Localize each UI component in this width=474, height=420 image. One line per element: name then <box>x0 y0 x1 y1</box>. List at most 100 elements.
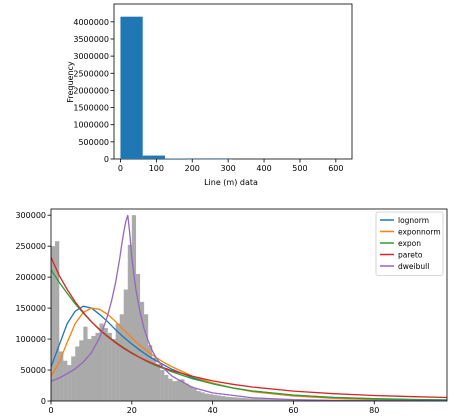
top-y-axis: 0 500000 1000000 1500000 2000000 2500000 30000… <box>73 18 114 164</box>
bottom-x-tick-label: 0 <box>48 406 53 415</box>
bar-0 <box>120 16 143 160</box>
hist-bar-55 <box>273 399 278 401</box>
hist-bar-8 <box>83 326 88 401</box>
bar-4 <box>209 158 232 160</box>
hist-bar-29 <box>168 378 173 401</box>
bottom-x-tick-label: 80 <box>369 406 379 415</box>
top-y-axis-label: Frequency <box>66 61 75 103</box>
hist-bar-15 <box>111 339 116 401</box>
hist-bar-36 <box>196 391 201 401</box>
hist-bar-32 <box>180 379 185 401</box>
bar-2 <box>164 158 188 159</box>
hist-bar-28 <box>164 374 169 401</box>
bottom-x-axis: 0 20 40 60 80 <box>48 401 379 415</box>
hist-bar-59 <box>289 399 294 401</box>
hist-bar-38 <box>204 393 209 401</box>
bottom-y-tick-label: 200000 <box>15 273 46 282</box>
hist-bar-61 <box>297 399 302 401</box>
legend-box <box>375 211 444 276</box>
hist-bar-39 <box>208 394 213 401</box>
hist-bar-1 <box>55 241 60 401</box>
hist-bar-48 <box>244 398 250 401</box>
legend-label-lognorm: lognorm <box>398 216 429 225</box>
hist-bar-63 <box>305 400 310 401</box>
bottom-y-tick-label: 50000 <box>21 366 46 375</box>
hist-bar-33 <box>184 383 189 401</box>
hist-bar-51 <box>257 398 262 401</box>
series-line-dweibull <box>51 215 447 401</box>
hist-bar-10 <box>91 335 96 401</box>
hist-bar-46 <box>236 397 242 401</box>
hist-bar-21 <box>135 274 141 401</box>
hist-bar-19 <box>127 244 133 401</box>
hist-bar-41 <box>216 395 221 401</box>
bottom-x-tick-label: 40 <box>208 406 218 415</box>
hist-bar-49 <box>249 398 254 401</box>
hist-bar-16 <box>115 323 120 401</box>
legend: lognorm exponnorm expon pareto dweibull <box>375 211 444 276</box>
bottom-y-tick-label: 250000 <box>15 242 46 251</box>
top-x-tick-label: 300 <box>221 164 236 173</box>
hist-bar-35 <box>192 388 197 401</box>
legend-label-expon: expon <box>398 239 421 248</box>
hist-bar-53 <box>265 399 270 401</box>
bottom-histogram <box>51 215 447 401</box>
top-y-tick-label: 1000000 <box>73 121 109 130</box>
hist-bar-23 <box>143 314 149 401</box>
top-x-tick-label: 500 <box>292 164 307 173</box>
hist-bar-18 <box>123 289 128 401</box>
hist-bar-30 <box>172 381 177 401</box>
hist-bar-6 <box>75 346 80 401</box>
hist-bar-5 <box>71 356 76 401</box>
bottom-y-tick-label: 300000 <box>15 211 46 220</box>
hist-bar-56 <box>277 399 282 401</box>
top-plot-frame <box>113 3 353 160</box>
legend-label-dweibull: dweibull <box>398 262 429 271</box>
hist-bar-31 <box>176 380 181 401</box>
hist-bar-9 <box>87 339 92 401</box>
chart-top: 0 100 200 300 400 500 600 0 500000 1000000 150000… <box>66 3 353 187</box>
bottom-plot-area <box>50 208 448 402</box>
top-y-tick-label: 2000000 <box>73 86 109 95</box>
hist-bar-25 <box>152 357 157 401</box>
top-y-tick-label: 3500000 <box>73 35 109 44</box>
top-y-tick-label: 2500000 <box>73 69 109 78</box>
hist-bar-34 <box>188 386 193 401</box>
hist-bar-42 <box>220 396 225 401</box>
hist-bar-47 <box>240 397 246 401</box>
hist-bar-26 <box>156 363 161 401</box>
hist-bar-58 <box>285 399 290 401</box>
hist-bar-62 <box>301 400 306 401</box>
top-x-tick-label: 200 <box>185 164 200 173</box>
top-x-axis: 0 100 200 300 400 500 600 <box>118 159 343 173</box>
hist-bar-4 <box>67 365 72 401</box>
hist-bar-3 <box>63 360 68 401</box>
hist-bar-0 <box>51 246 56 401</box>
hist-bar-14 <box>107 332 112 401</box>
legend-label-pareto: pareto <box>398 251 423 260</box>
hist-bar-50 <box>253 398 258 401</box>
legend-label-exponnorm: exponnorm <box>398 228 441 237</box>
hist-bar-44 <box>228 396 234 401</box>
hist-bar-54 <box>269 399 274 401</box>
hist-bar-17 <box>119 314 124 401</box>
hist-bar-12 <box>99 323 104 401</box>
top-y-tick-label: 4000000 <box>73 18 109 27</box>
bottom-y-axis: 0 50000 100000 150000 200000 250000 300000 <box>15 211 51 406</box>
bar-3 <box>187 158 210 160</box>
top-x-axis-label: Line (m) data <box>204 178 258 187</box>
top-y-tick-label: 1500000 <box>73 104 109 113</box>
hist-bar-57 <box>281 399 286 401</box>
bottom-x-tick-label: 60 <box>288 406 298 415</box>
bottom-fit-lines <box>51 215 447 401</box>
top-x-tick-label: 600 <box>328 164 343 173</box>
hist-bar-24 <box>147 345 153 401</box>
hist-bar-37 <box>200 392 205 401</box>
hist-bar-11 <box>95 332 100 401</box>
top-x-tick-label: 0 <box>118 164 123 173</box>
series-line-pareto <box>51 257 447 399</box>
hist-bar-7 <box>79 340 84 401</box>
bar-1 <box>142 155 165 159</box>
top-y-tick-label: 0 <box>104 155 109 164</box>
